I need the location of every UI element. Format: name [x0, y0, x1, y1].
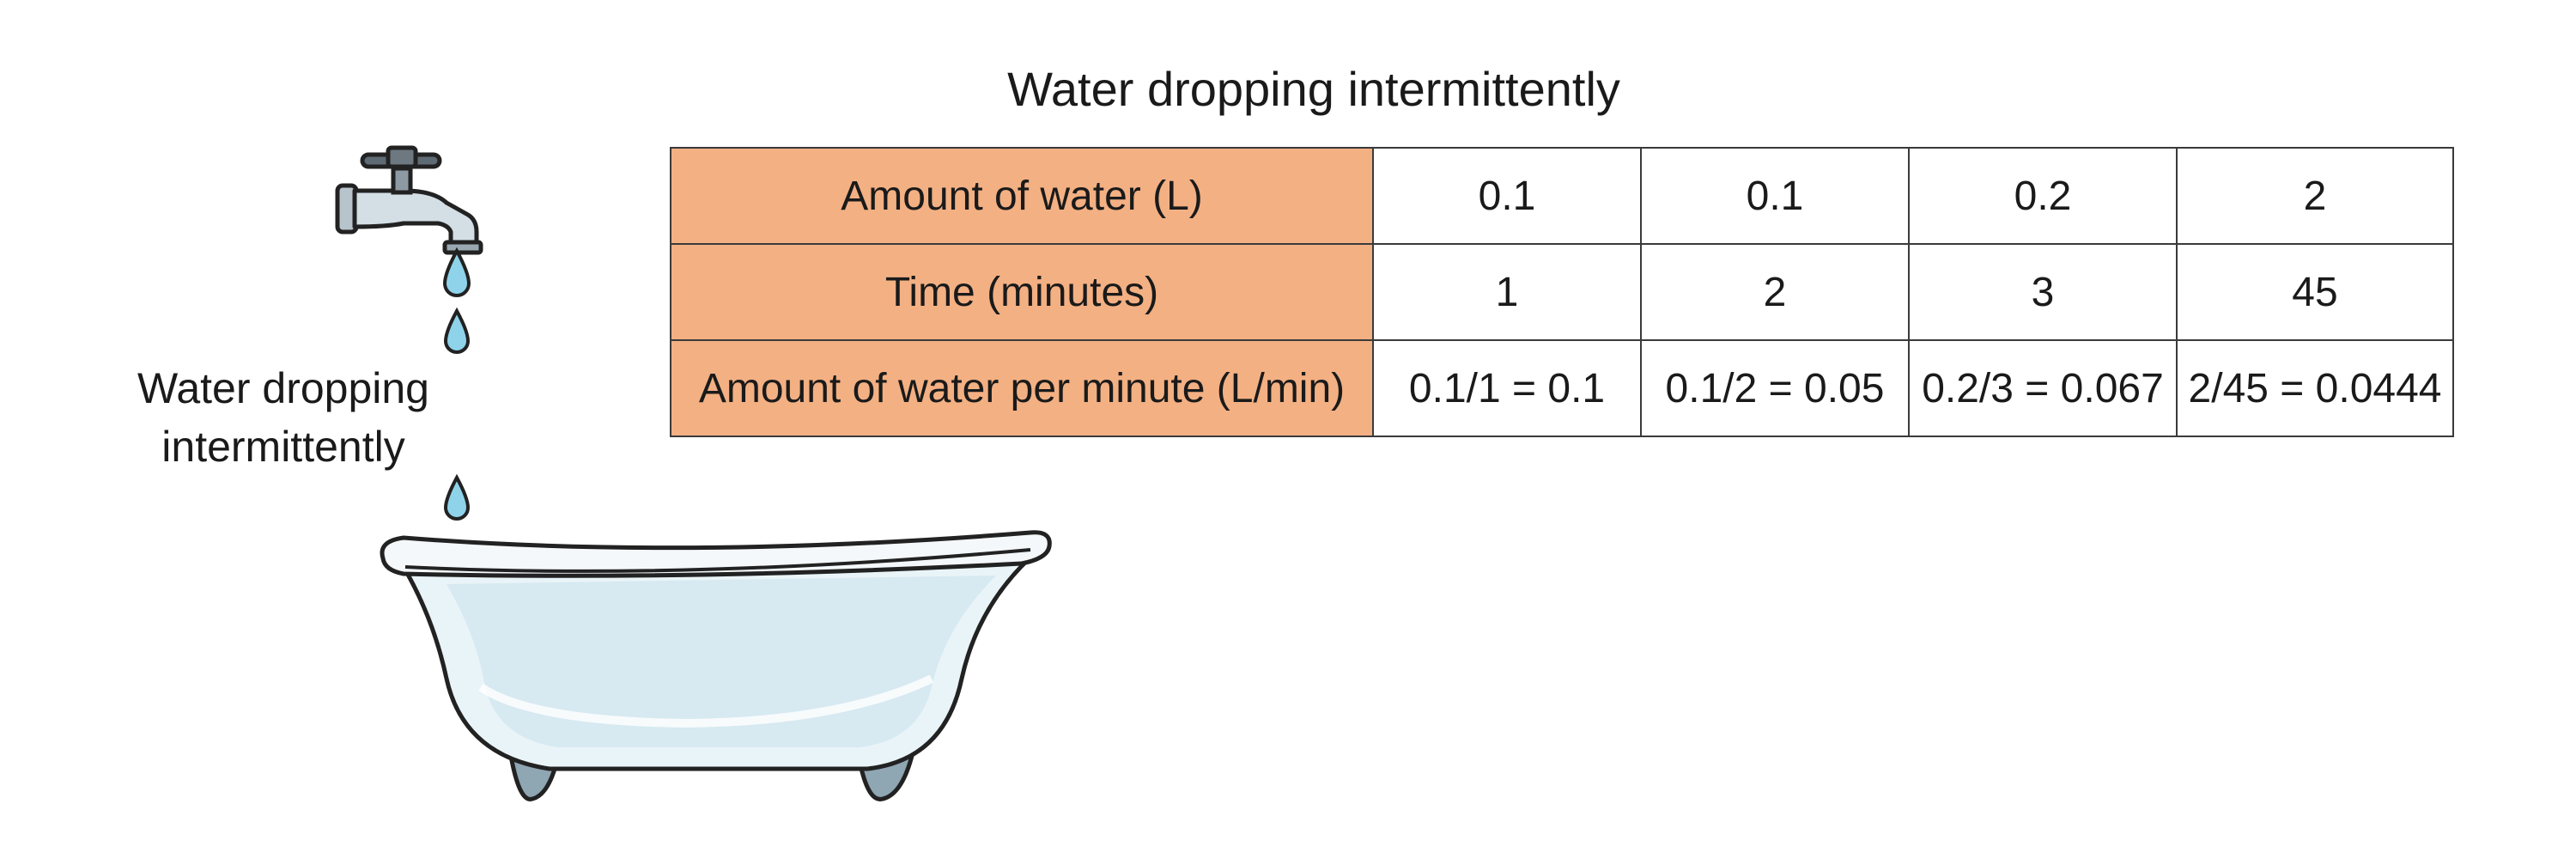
- faucet-icon: [335, 145, 483, 255]
- table-cell: 1: [1372, 243, 1642, 341]
- table-row-rate: Amount of water per minute (L/min) 0.1/1…: [670, 339, 2454, 437]
- table-cell: 45: [2176, 243, 2454, 341]
- table-row-amount: Amount of water (L) 0.1 0.1 0.2 2: [670, 147, 2454, 245]
- bathtub-icon: [380, 530, 1052, 801]
- table-cell: 2: [2176, 147, 2454, 245]
- table-cell: 0.1: [1372, 147, 1642, 245]
- water-drop-icon: [442, 247, 471, 521]
- table-cell: 3: [1908, 243, 2178, 341]
- table-cell: 0.2: [1908, 147, 2178, 245]
- caption-line-2: intermittently: [161, 423, 405, 471]
- table-cell: 0.1: [1640, 147, 1910, 245]
- table-title: Water dropping intermittently: [1007, 62, 1620, 116]
- data-table: Amount of water (L) 0.1 0.1 0.2 2 Time (…: [670, 147, 2454, 437]
- row-label: Amount of water per minute (L/min): [670, 339, 1374, 437]
- caption-line-1: Water dropping: [137, 364, 429, 412]
- illustration-caption: Water dropping intermittently: [112, 359, 455, 476]
- table-cell: 2/45 = 0.0444: [2176, 339, 2454, 437]
- table-cell: 0.1/1 = 0.1: [1372, 339, 1642, 437]
- table-cell: 0.1/2 = 0.05: [1640, 339, 1910, 437]
- row-label: Amount of water (L): [670, 147, 1374, 245]
- row-label: Time (minutes): [670, 243, 1374, 341]
- table-row-time: Time (minutes) 1 2 3 45: [670, 243, 2454, 341]
- table-cell: 2: [1640, 243, 1910, 341]
- table-cell: 0.2/3 = 0.067: [1908, 339, 2178, 437]
